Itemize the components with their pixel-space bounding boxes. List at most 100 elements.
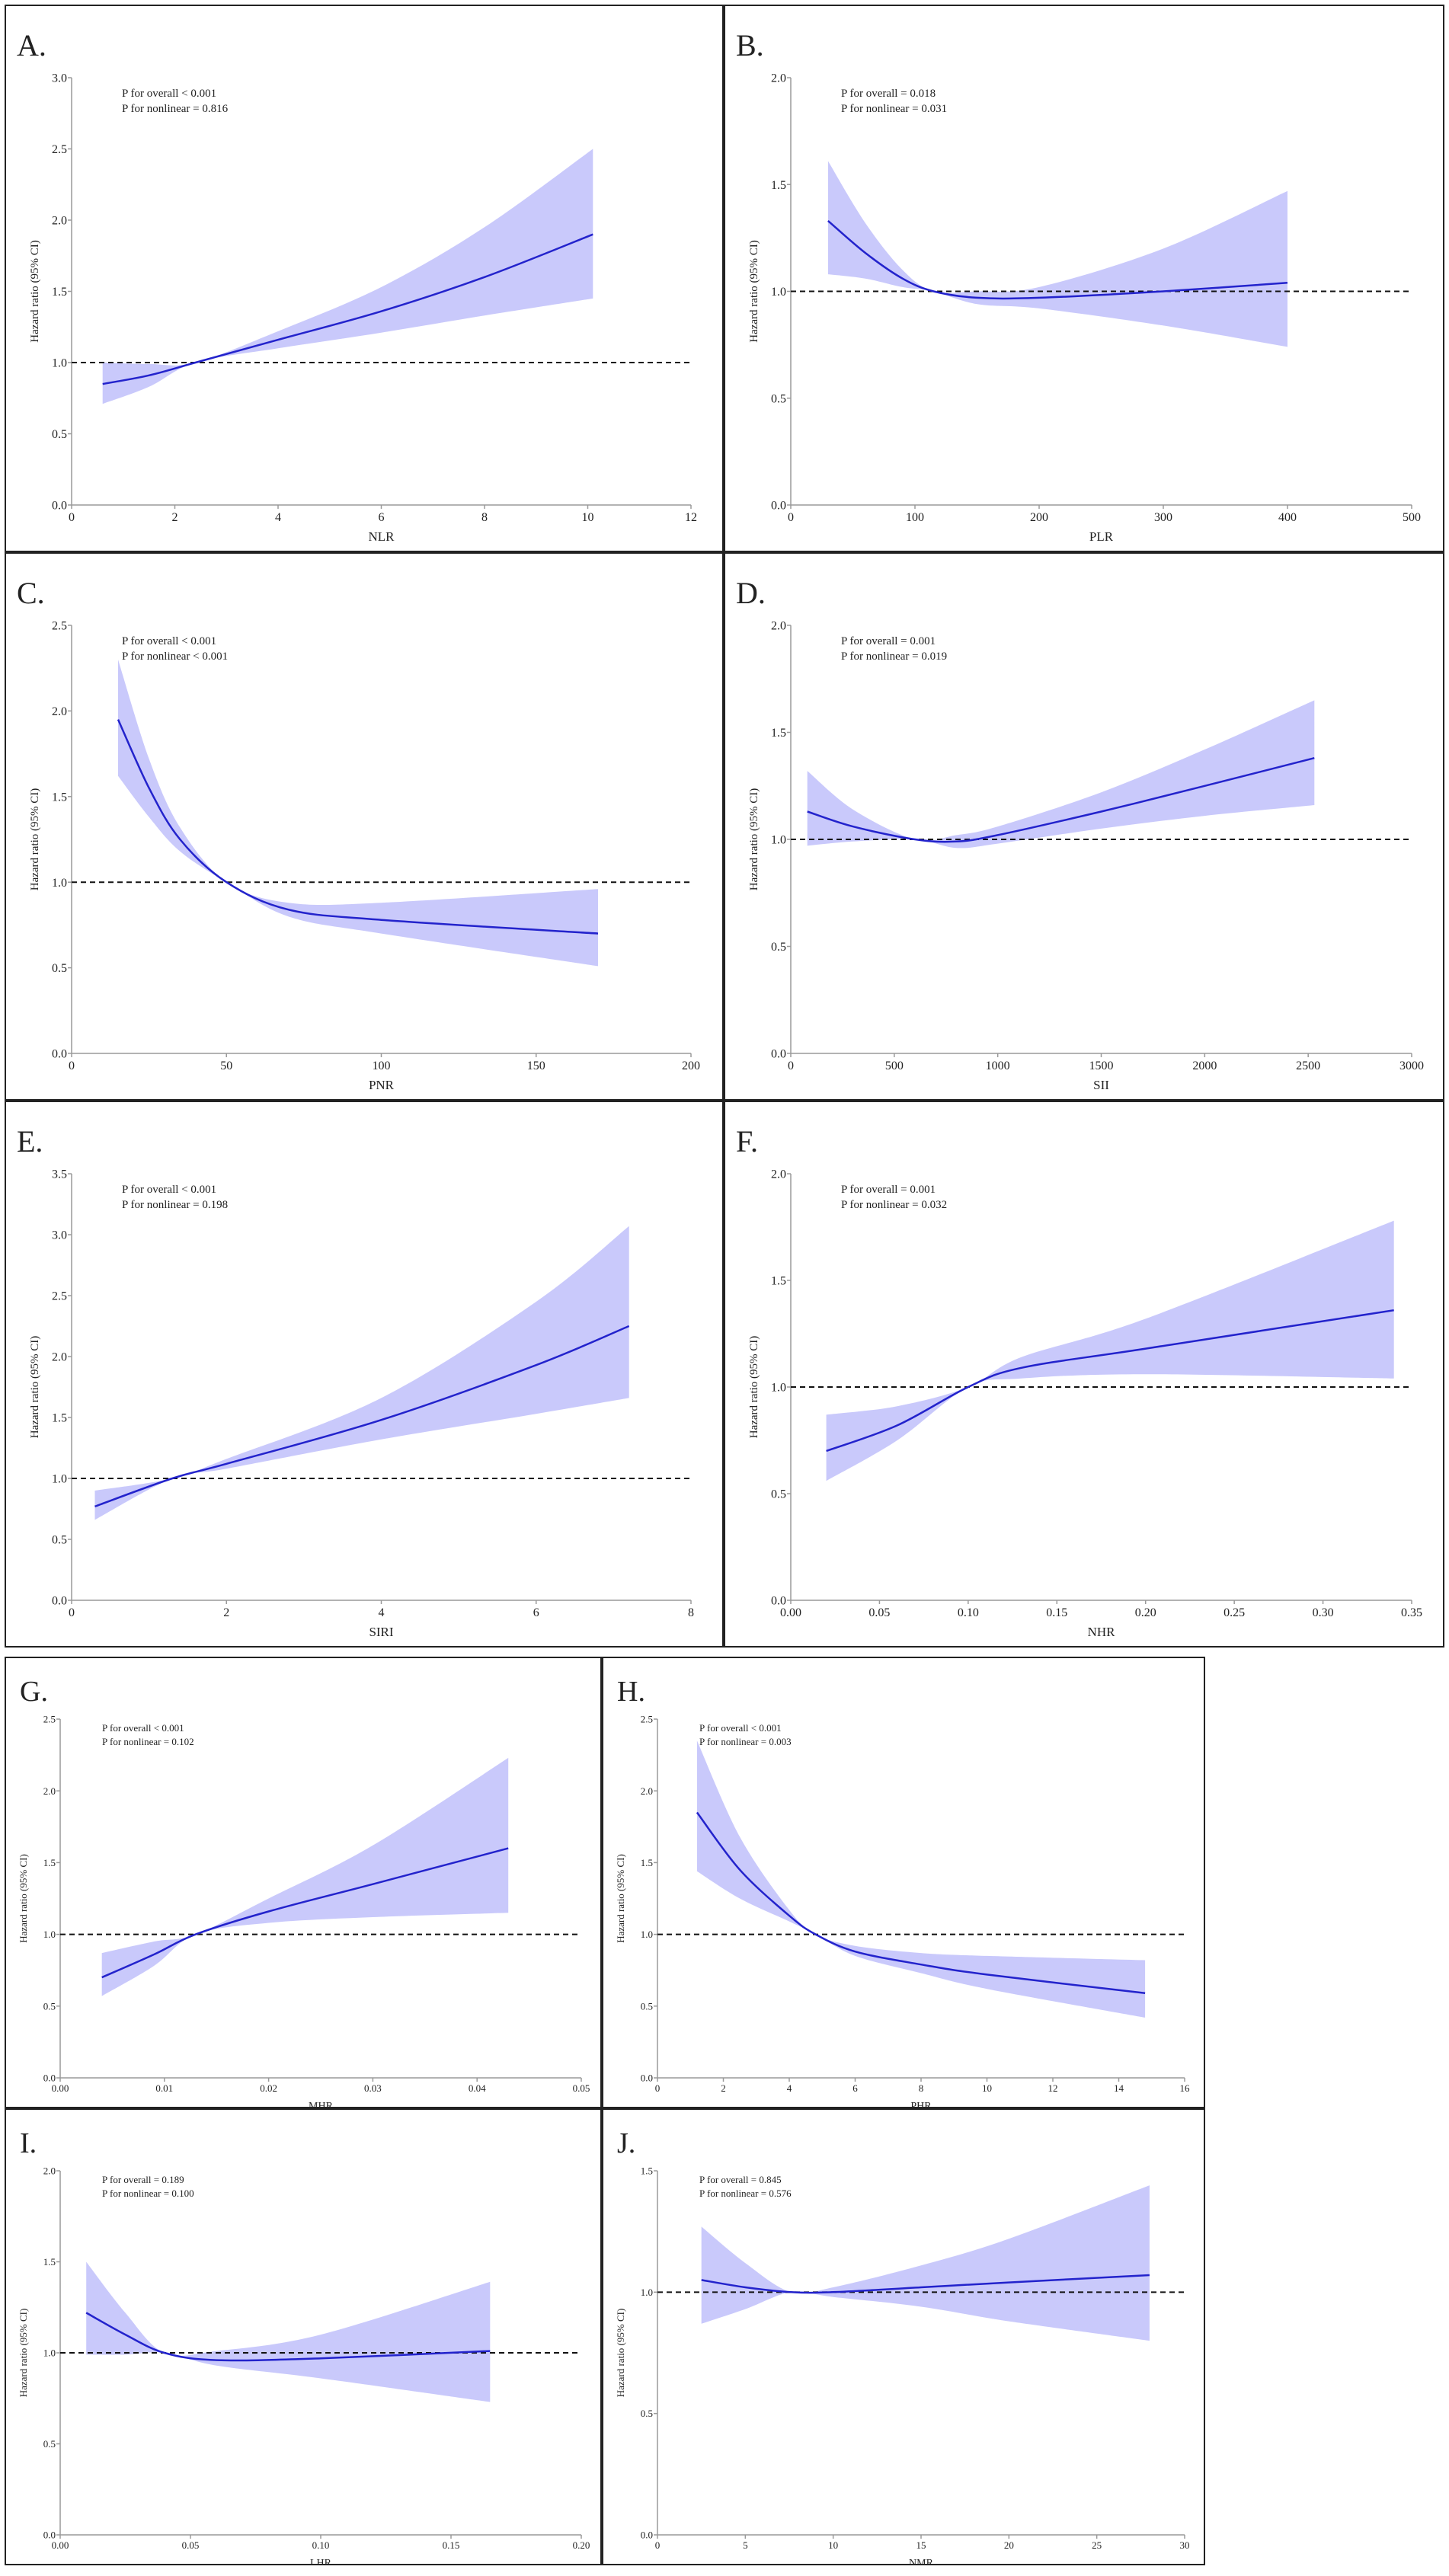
hazard-ratio-curve xyxy=(696,1811,1146,1995)
chart-svg: A. 0 2 4 6 8 10 12 0.0 0.5 1.0 1.5 2.0 2.5 3.0 NLR Hazar… xyxy=(17,28,697,544)
x-tick-label: 0.10 xyxy=(958,1606,979,1619)
confidence-band xyxy=(102,149,593,404)
x-axis-title: PNR xyxy=(369,1078,395,1092)
x-tick-label: 0.20 xyxy=(573,2539,590,2551)
x-axis-title: NHR xyxy=(1088,1625,1116,1639)
x-tick-label: 4 xyxy=(379,1606,385,1619)
x-tick-label: 0.00 xyxy=(52,2539,69,2551)
y-axis-title: Hazard ratio (95% CI) xyxy=(748,240,760,343)
y-tick-label: 1.5 xyxy=(52,791,67,804)
x-tick-label: 0.00 xyxy=(780,1606,801,1619)
x-tick-label: 200 xyxy=(1030,511,1048,524)
y-tick-label: 1.5 xyxy=(771,727,786,740)
x-tick-label: 0 xyxy=(655,2082,661,2094)
x-axis-title: NMR xyxy=(909,2558,934,2564)
chart-svg: C. 0 50 100 150 200 0.0 0.5 1.0 1.5 2.0 2.5 PNR Hazar… xyxy=(17,576,700,1092)
y-tick-label: 2.0 xyxy=(43,2165,56,2177)
x-tick-label: 0 xyxy=(69,1606,75,1619)
x-tick-label: 25 xyxy=(1092,2539,1102,2551)
y-tick-label: 0.0 xyxy=(771,1048,786,1061)
panel-c: C. 0 50 100 150 200 0.0 0.5 1.0 1.5 2.0 2.5 PNR Hazar… xyxy=(5,552,724,1101)
y-tick-label: 1.0 xyxy=(52,1473,67,1486)
y-tick-label: 2.0 xyxy=(43,1785,56,1797)
confidence-band xyxy=(827,161,1287,347)
y-tick-label: 1.5 xyxy=(641,1857,653,1868)
x-tick-label: 4 xyxy=(787,2082,792,2094)
x-tick-label: 0.05 xyxy=(182,2539,200,2551)
y-tick-label: 1.5 xyxy=(52,1412,67,1425)
p-nonlinear-text: P for nonlinear = 0.032 xyxy=(841,1199,947,1211)
hazard-ratio-curve xyxy=(101,1847,509,1979)
confidence-band xyxy=(118,660,598,967)
y-tick-label: 1.0 xyxy=(641,2287,653,2298)
y-tick-label: 3.5 xyxy=(52,1168,67,1181)
x-tick-label: 2500 xyxy=(1296,1059,1320,1072)
x-tick-label: 0 xyxy=(788,1059,794,1072)
y-axis-title: Hazard ratio (95% CI) xyxy=(18,1854,29,1943)
y-tick-label: 0.0 xyxy=(43,2530,56,2541)
panel-label: F. xyxy=(736,1124,758,1159)
x-axis-title: MHR xyxy=(309,2101,334,2107)
y-tick-label: 2.5 xyxy=(43,1714,56,1725)
x-tick-label: 1500 xyxy=(1089,1059,1114,1072)
y-tick-label: 0.0 xyxy=(771,1595,786,1608)
x-tick-label: 0.05 xyxy=(868,1606,890,1619)
y-tick-label: 0.5 xyxy=(43,2438,56,2450)
y-tick-label: 2.5 xyxy=(52,143,67,156)
x-axis-title: LHR xyxy=(310,2558,332,2564)
y-tick-label: 1.0 xyxy=(43,1929,56,1940)
x-tick-label: 8 xyxy=(688,1606,694,1619)
x-tick-label: 0.01 xyxy=(155,2082,173,2094)
x-tick-label: 2 xyxy=(172,511,178,524)
p-nonlinear-text: P for nonlinear = 0.019 xyxy=(841,650,947,663)
y-tick-label: 2.0 xyxy=(771,72,786,85)
y-tick-label: 1.5 xyxy=(43,2256,56,2268)
chart-svg: J. 0 5 10 15 20 25 30 0.0 0.5 1.0 1.5 NMR Hazard rati… xyxy=(615,2127,1190,2564)
y-axis-title: Hazard ratio (95% CI) xyxy=(615,1854,626,1943)
x-tick-label: 50 xyxy=(220,1059,232,1072)
x-tick-label: 0.05 xyxy=(573,2082,590,2094)
x-tick-label: 0.04 xyxy=(469,2082,486,2094)
chart-svg: D. 0 500 1000 1500 2000 2500 3000 0.0 0.5 1.0 1.5 2.… xyxy=(736,576,1424,1092)
x-tick-label: 2000 xyxy=(1192,1059,1217,1072)
x-tick-label: 0 xyxy=(69,1059,75,1072)
panel-a: A. 0 2 4 6 8 10 12 0.0 0.5 1.0 1.5 2.0 2.5 3.0 NLR Hazar… xyxy=(5,5,724,552)
y-tick-label: 0.5 xyxy=(641,2000,653,2012)
p-nonlinear-text: P for nonlinear = 0.816 xyxy=(122,103,229,115)
y-tick-label: 1.0 xyxy=(52,877,67,890)
x-tick-label: 0.25 xyxy=(1223,1606,1245,1619)
x-tick-label: 2 xyxy=(721,2082,726,2094)
y-tick-label: 1.5 xyxy=(43,1857,56,1868)
x-tick-label: 500 xyxy=(1403,511,1421,524)
x-axis-title: SII xyxy=(1093,1078,1109,1092)
x-tick-label: 16 xyxy=(1180,2082,1191,2094)
x-tick-label: 10 xyxy=(982,2082,992,2094)
confidence-band xyxy=(807,700,1315,849)
x-tick-label: 1000 xyxy=(986,1059,1010,1072)
p-nonlinear-text: P for nonlinear = 0.576 xyxy=(699,2188,792,2199)
panel-b: B. 0 100 200 300 400 500 0.0 0.5 1.0 1.5 2.0 PLR Haza… xyxy=(724,5,1444,552)
x-tick-label: 5 xyxy=(743,2539,748,2551)
hazard-ratio-curve xyxy=(85,2312,491,2362)
x-tick-label: 30 xyxy=(1180,2539,1190,2551)
y-tick-label: 2.5 xyxy=(52,620,67,633)
y-tick-label: 0.5 xyxy=(771,1488,786,1501)
panel-g: G. 0.00 0.01 0.02 0.03 0.04 0.05 0.0 0.5 1.0 1.5 2.… xyxy=(5,1657,602,2108)
panel-label: C. xyxy=(17,576,45,610)
x-tick-label: 4 xyxy=(275,511,281,524)
x-tick-label: 12 xyxy=(685,511,697,524)
y-tick-label: 1.0 xyxy=(641,1929,653,1940)
y-tick-label: 1.0 xyxy=(52,357,67,370)
y-tick-label: 2.0 xyxy=(641,1785,653,1797)
x-tick-label: 0.15 xyxy=(1046,1606,1067,1619)
hazard-ratio-curve xyxy=(94,1325,630,1507)
y-axis-title: Hazard ratio (95% CI) xyxy=(748,788,760,891)
y-tick-label: 1.5 xyxy=(771,179,786,192)
y-tick-label: 0.0 xyxy=(641,2073,653,2084)
x-tick-label: 200 xyxy=(682,1059,700,1072)
x-tick-label: 0 xyxy=(69,511,75,524)
y-tick-label: 3.0 xyxy=(52,1229,67,1242)
x-axis-title: NLR xyxy=(369,529,395,544)
y-tick-label: 1.0 xyxy=(43,2347,56,2359)
chart-svg: B. 0 100 200 300 400 500 0.0 0.5 1.0 1.5 2.0 PLR Haza… xyxy=(736,28,1421,544)
